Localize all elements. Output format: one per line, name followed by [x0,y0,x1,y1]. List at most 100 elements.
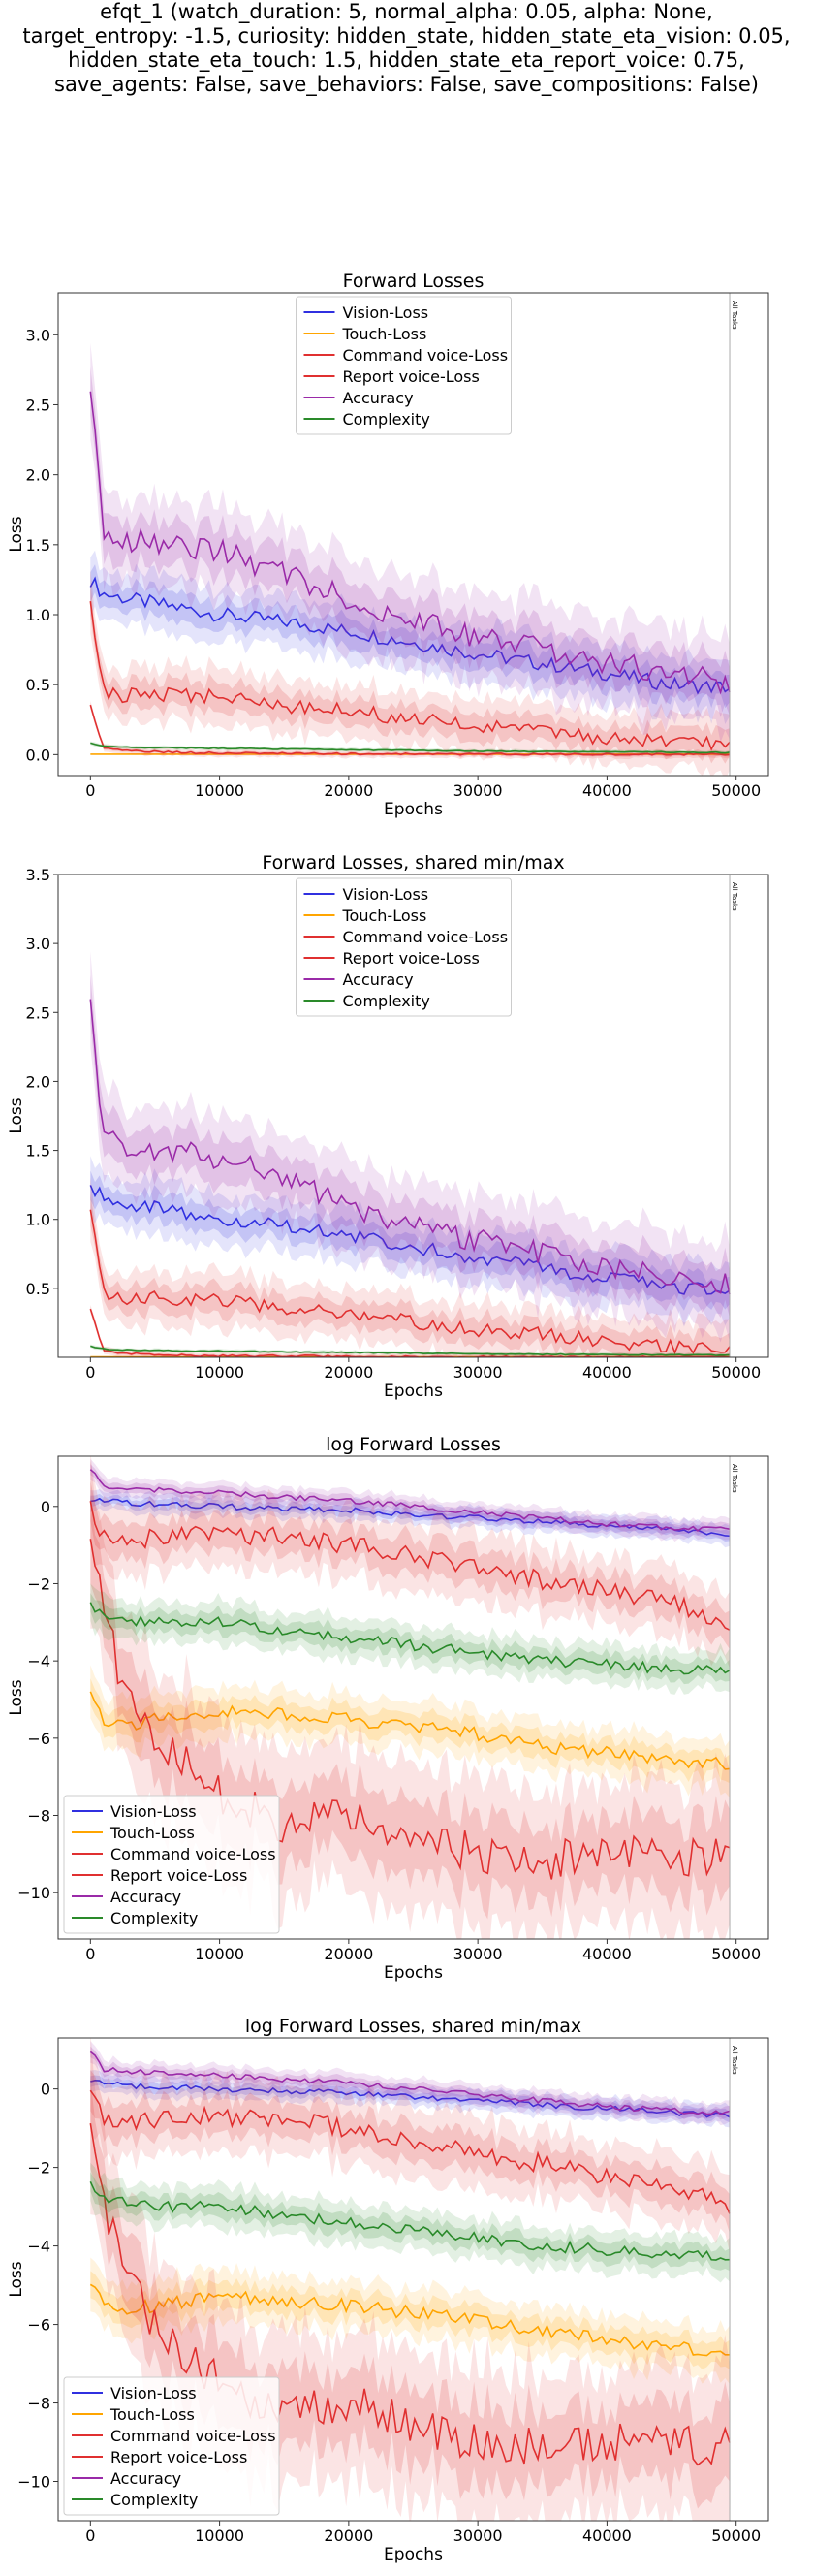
series-line-touch-loss [89,2283,731,2357]
band-inner-complexity [90,2172,731,2272]
legend-entry: Touch-Loss [342,325,427,343]
y-tick-label: 0.0 [26,746,50,764]
legend: Vision-Loss Touch-Loss Command voice-Loss R… [63,2376,280,2516]
x-tick-label: 30000 [453,2527,503,2545]
series-line-report-voice-loss [89,704,731,756]
series-line-vision-loss [90,2080,731,2118]
figure-suptitle: efqt_1 (watch_duration: 5, normal_alpha:… [0,0,813,97]
y-axis-label: Loss [7,1097,26,1133]
y-tick-label: −4 [27,1652,50,1670]
y-tick-label: 2.5 [26,396,50,414]
x-tick-label: 0 [85,781,95,800]
series-line-complexity [90,742,731,754]
x-tick-label: 40000 [582,1945,632,1963]
y-tick-label: −4 [27,2238,50,2256]
series-line-command-voice-loss [89,1539,731,1880]
legend-entry: Vision-Loss [343,303,429,322]
band-touch-loss [90,2257,731,2385]
y-tick-label: 1.5 [26,1142,50,1161]
legend-frame [63,2376,280,2516]
y-tick-label: 0 [41,1498,50,1516]
x-tick-label: 30000 [453,781,503,800]
series-line-vision-loss [89,576,731,695]
x-axis-label: Epochs [384,800,443,819]
vline-label: All Tasks [731,301,738,330]
vline-label: All Tasks [731,882,738,911]
x-axis-label: Epochs [384,1963,443,1983]
y-tick-label: 1.5 [26,536,50,555]
y-tick-label: 3.5 [26,866,50,884]
series-line-command-voice-loss [89,1209,731,1355]
legend-entry: Touch-Loss [342,906,427,925]
band-inner-command-voice-loss [90,1193,731,1357]
legend-entry: Report voice-Loss [343,949,480,968]
x-tick-label: 10000 [195,2527,244,2545]
band-inner-touch-loss [90,1678,731,1784]
series-line-complexity [89,2180,731,2261]
plot-frame [57,874,769,1358]
x-tick-label: 50000 [711,1363,761,1382]
chart-forward-losses-shared: Forward Losses, shared min/max All Tasks 0… [7,852,769,1401]
y-tick-label: −2 [27,2159,50,2178]
legend-frame [296,296,512,435]
x-tick-label: 10000 [195,781,244,800]
legend-entry: Accuracy [343,389,414,407]
band-accuracy [90,1458,731,1542]
vline-label: All Tasks [731,1464,738,1493]
band-accuracy [90,951,731,1343]
legend-entry: Report voice-Loss [343,367,480,386]
y-tick-label: −10 [17,1884,50,1902]
y-axis-label: Loss [7,1679,26,1715]
band-inner-complexity [90,1593,731,1685]
x-tick-label: 10000 [195,1363,244,1382]
legend-entry: Vision-Loss [110,2384,197,2402]
legend-entry: Accuracy [343,970,414,989]
series-line-command-voice-loss [89,2122,731,2466]
band-inner-vision-loss [90,1170,731,1311]
band-report-voice-loss [90,1304,731,1357]
suptitle-line: hidden_state_eta_touch: 1.5, hidden_stat… [68,48,745,72]
x-tick-label: 10000 [195,1945,244,1963]
band-touch-loss [90,1665,731,1798]
legend-entry: Vision-Loss [343,885,429,904]
legend-entry: Accuracy [110,2469,181,2488]
y-axis-label: Loss [7,516,26,552]
series-line-accuracy [89,391,731,695]
plot-frame [57,1455,769,1940]
x-axis-label: Epochs [384,2545,443,2564]
legend-entry: Command voice-Loss [110,2427,276,2445]
chart-title: log Forward Losses [326,1434,501,1455]
x-tick-label: 40000 [582,1363,632,1382]
legend-entry: Complexity [343,992,430,1010]
y-tick-label: 0.5 [26,676,50,694]
suptitle-line: target_entropy: -1.5, curiosity: hidden_… [22,24,791,48]
band-inner-vision-loss [90,564,731,709]
x-tick-label: 30000 [453,1363,503,1382]
band-inner-vision-loss [90,1493,731,1542]
x-axis-label: Epochs [384,1382,443,1401]
series-line-complexity [90,1345,731,1356]
y-tick-label: −6 [27,1730,50,1748]
band-complexity [90,1583,731,1695]
x-tick-label: 50000 [711,1945,761,1963]
y-tick-label: 1.0 [26,606,50,624]
x-tick-label: 0 [85,2527,95,2545]
vline-label: All Tasks [731,2046,738,2075]
band-inner-report-voice-loss [90,1480,731,1649]
plot-frame [57,2037,769,2522]
x-tick-label: 20000 [324,781,373,800]
plot-area [89,342,731,776]
legend: Vision-Loss Touch-Loss Command voice-Loss R… [296,296,512,435]
band-inner-accuracy [90,1464,731,1537]
band-vision-loss [90,2070,731,2128]
legend-entry: Command voice-Loss [343,928,509,946]
suptitle-line: efqt_1 (watch_duration: 5, normal_alpha:… [100,0,713,23]
x-tick-label: 20000 [324,2527,373,2545]
y-tick-label: 2.0 [26,466,50,485]
band-inner-accuracy [90,2046,731,2120]
chart-title: log Forward Losses, shared min/max [245,2016,581,2037]
suptitle-line: save_agents: False, save_behaviors: Fals… [54,73,759,96]
x-tick-label: 0 [85,1945,95,1963]
series-line-report-voice-loss [89,1501,731,1631]
plot-area [89,951,731,1357]
